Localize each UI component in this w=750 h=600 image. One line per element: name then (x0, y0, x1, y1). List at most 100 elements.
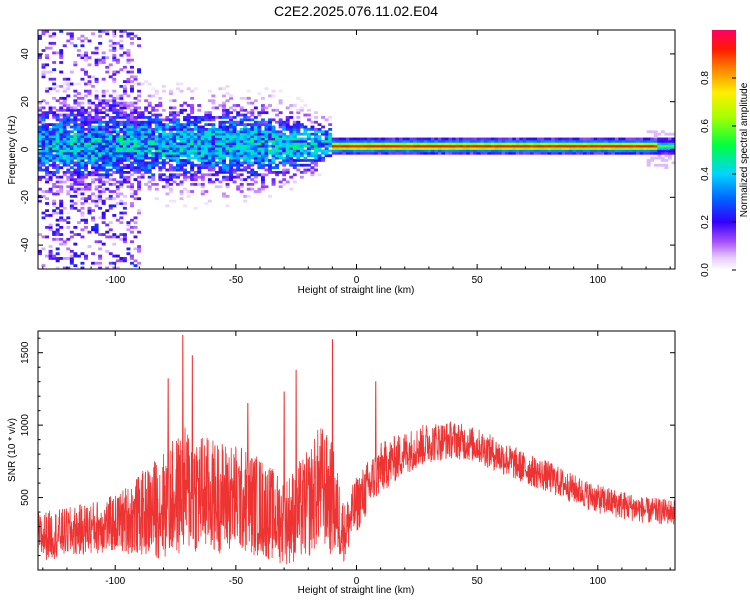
heatmap-cell (69, 113, 74, 117)
heatmap-cell (473, 147, 478, 150)
heatmap-cell (80, 111, 85, 115)
heatmap-cell (105, 175, 110, 179)
heatmap-cell (168, 163, 173, 167)
heatmap-cell (52, 68, 57, 72)
heatmap-cell (268, 135, 272, 138)
heatmap-cell (130, 225, 134, 229)
heatmap-cell (632, 149, 637, 153)
heatmap-cell (590, 147, 595, 150)
heatmap-cell (179, 127, 184, 131)
heatmap-cell (310, 154, 315, 158)
heatmap-cell (243, 130, 248, 134)
heatmap-cell (69, 111, 74, 115)
heatmap-cell (321, 159, 326, 162)
heatmap-cell (197, 116, 202, 119)
heatmap-cell (211, 130, 216, 134)
heatmap-cell (314, 163, 318, 167)
heatmap-cell (55, 171, 60, 174)
heatmap-cell (84, 120, 88, 124)
y-tick-label: 20 (20, 96, 31, 108)
heatmap-cell (108, 142, 113, 146)
heatmap-cell (158, 120, 163, 124)
heatmap-cell (260, 173, 265, 177)
heatmap-cell (69, 187, 74, 191)
heatmap-cell (218, 180, 223, 184)
heatmap-cell (55, 137, 60, 141)
heatmap-cell (55, 168, 60, 172)
heatmap-cell (179, 132, 184, 136)
heatmap-cell (98, 116, 103, 119)
heatmap-cell (91, 116, 96, 119)
heatmap-cell (154, 142, 159, 146)
heatmap-cell (384, 147, 389, 150)
heatmap-cell (264, 149, 269, 153)
heatmap-cell (119, 142, 124, 146)
heatmap-cell (664, 154, 669, 158)
heatmap-cell (607, 151, 612, 155)
heatmap-cell (268, 137, 272, 141)
heatmap-cell (48, 132, 53, 136)
heatmap-cell (310, 171, 315, 174)
heatmap-cell (253, 139, 258, 143)
heatmap-cell (211, 144, 216, 148)
heatmap-cell (158, 135, 163, 138)
heatmap-cell (207, 199, 212, 203)
heatmap-cell (190, 120, 195, 124)
heatmap-cell (285, 180, 290, 184)
heatmap-cell (158, 139, 163, 143)
heatmap-cell (653, 144, 658, 148)
heatmap-cell (222, 113, 226, 117)
heatmap-cell (38, 118, 42, 122)
heatmap-cell (260, 120, 265, 124)
heatmap-cell (236, 113, 241, 117)
heatmap-cell (179, 182, 184, 186)
heatmap-cell (607, 139, 612, 143)
heatmap-cell (101, 175, 106, 179)
heatmap-cell (112, 266, 117, 269)
heatmap-cell (158, 166, 163, 170)
heatmap-cell (236, 151, 241, 155)
heatmap-cell (59, 70, 64, 74)
heatmap-cell (519, 149, 524, 153)
heatmap-cell (115, 116, 120, 119)
heatmap-cell (62, 242, 67, 246)
heatmap-cell (296, 120, 301, 124)
heatmap-cell (260, 135, 265, 138)
heatmap-cell (271, 94, 276, 98)
heatmap-cell (48, 159, 53, 162)
heatmap-cell (126, 156, 131, 160)
heatmap-cell (73, 147, 78, 150)
heatmap-cell (193, 171, 198, 174)
heatmap-cell (190, 144, 195, 148)
heatmap-cell (243, 154, 248, 158)
heatmap-cell (126, 147, 131, 150)
heatmap-cell (271, 127, 276, 131)
heatmap-cell (183, 175, 188, 179)
heatmap-cell (91, 156, 96, 160)
heatmap-cell (108, 130, 113, 134)
heatmap-cell (476, 144, 481, 148)
heatmap-cell (423, 142, 428, 146)
heatmap-cell (126, 175, 131, 179)
heatmap-cell (275, 163, 280, 167)
heatmap-cell (55, 192, 60, 196)
heatmap-cell (176, 118, 180, 122)
heatmap-cell (498, 139, 502, 143)
heatmap-cell (154, 135, 159, 138)
x-tick-label: -50 (229, 275, 244, 286)
heatmap-cell (271, 118, 276, 122)
heatmap-cell (147, 120, 152, 124)
heatmap-cell (628, 147, 633, 150)
heatmap-cell (62, 173, 67, 177)
heatmap-cell (384, 142, 389, 146)
heatmap-cell (161, 166, 166, 170)
heatmap-cell (586, 142, 591, 146)
heatmap-cell (253, 144, 258, 148)
heatmap-cell (214, 135, 219, 138)
heatmap-cell (193, 116, 198, 119)
heatmap-cell (69, 235, 74, 239)
heatmap-cell (271, 125, 276, 129)
heatmap-cell (586, 149, 591, 153)
heatmap-cell (540, 137, 545, 141)
heatmap-cell (232, 108, 237, 112)
